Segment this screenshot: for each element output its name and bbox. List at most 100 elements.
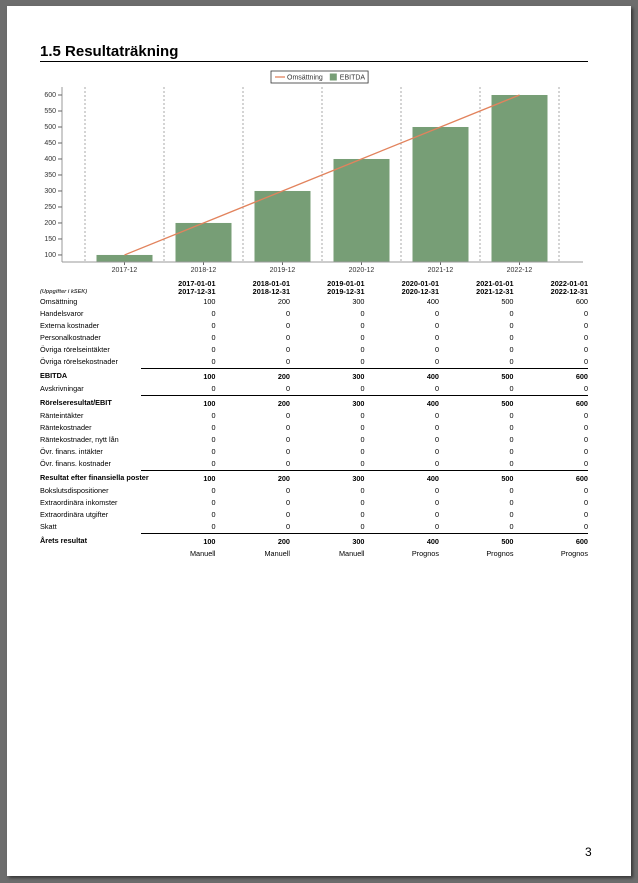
cell-value: 0 — [509, 384, 514, 393]
period-header: 2018-01-01 2018-12-31 — [216, 278, 290, 296]
cell-value: 0 — [583, 486, 588, 495]
cell-value: 0 — [285, 486, 290, 495]
cell-value: 0 — [509, 357, 514, 366]
cell-value: 0 — [211, 510, 216, 519]
table-row: Avskrivningar 0 0 0 0 0 0 — [40, 383, 588, 396]
period-header: 2020-01-01 2020-12-31 — [365, 278, 439, 296]
period-to: 2019-12-31 — [327, 287, 365, 296]
legend-label: EBITDA — [340, 74, 366, 81]
row-label: Avskrivningar — [40, 383, 141, 396]
cell-value: 500 — [501, 297, 514, 306]
cell-value: 0 — [360, 333, 365, 342]
bar — [175, 222, 232, 262]
cell-value: 0 — [211, 384, 216, 393]
table-row: Bokslutsdispositioner 0 0 0 0 0 0 — [40, 485, 588, 497]
x-tick-label: 2022-12 — [507, 267, 533, 274]
cell-value: 0 — [509, 345, 514, 354]
cell-value: 0 — [285, 423, 290, 432]
y-tick-label: 400 — [44, 156, 56, 163]
cell-value: 0 — [285, 447, 290, 456]
row-label-text: Skatt — [40, 522, 57, 532]
table-row: Extraordinära utgifter 0 0 0 0 0 0 — [40, 509, 588, 521]
period-from: 2022-01-01 — [550, 279, 588, 288]
cell-value: 0 — [211, 309, 216, 318]
table-row: Övriga rörelseintäkter 0 0 0 0 0 0 — [40, 344, 588, 356]
cell-value: 0 — [285, 357, 290, 366]
table-row: Rörelseresultat/EBIT 100 200 300 400 500 600 — [40, 395, 588, 410]
cell-value: 0 — [360, 522, 365, 531]
row-label: Årets resultat — [40, 534, 141, 549]
row-label: Extraordinära inkomster — [40, 497, 141, 509]
row-label: Skatt — [40, 521, 141, 534]
cell-value: 500 — [439, 368, 514, 383]
cell-value: 0 — [583, 321, 588, 330]
table-row: Personalkostnader 0 0 0 0 0 0 — [40, 332, 588, 344]
period-from: 2020-01-01 — [401, 279, 439, 288]
cell-value: 600 — [513, 470, 588, 485]
row-label-text: Externa kostnader — [40, 321, 100, 330]
income-table: (Uppgifter i kSEK) 2017-01-01 2017-12-31 20… — [40, 278, 588, 560]
y-tick-label: 200 — [44, 220, 56, 227]
cell-value: 200 — [277, 297, 290, 306]
status-cell: Prognos — [560, 549, 588, 558]
bar — [96, 254, 153, 262]
legend-box — [270, 70, 369, 84]
row-label-text: Personalkostnader — [40, 333, 101, 342]
cell-value: 100 — [141, 395, 216, 410]
cell-value: 0 — [211, 423, 216, 432]
cell-value: 0 — [583, 309, 588, 318]
cell-value: 200 — [215, 368, 290, 383]
cell-value: 0 — [434, 423, 439, 432]
cell-value: 0 — [285, 498, 290, 507]
legend-swatch — [329, 73, 337, 81]
cell-value: 0 — [285, 411, 290, 420]
page: 1.5 Resultaträkning 100 150 200 250 300 350 40… — [7, 6, 631, 876]
table-row: Extraordinära inkomster 0 0 0 0 0 0 — [40, 497, 588, 509]
table-row: EBITDA 100 200 300 400 500 600 — [40, 368, 588, 383]
cell-value: 0 — [360, 423, 365, 432]
row-label-text: Räntekostnader — [40, 423, 92, 432]
cell-value: 400 — [364, 395, 439, 410]
row-label-text: Övriga rörelsekostnader — [40, 357, 118, 367]
cell-value: 400 — [364, 368, 439, 383]
row-label-text: Avskrivningar — [40, 384, 84, 394]
cell-value: 0 — [583, 345, 588, 354]
cell-value: 0 — [285, 345, 290, 354]
y-tick-label: 450 — [44, 140, 56, 147]
cell-value: 0 — [360, 435, 365, 444]
status-cell: Manuell — [338, 549, 365, 558]
y-tick-label: 550 — [44, 108, 56, 115]
cell-value: 100 — [141, 533, 216, 548]
y-tick-label: 500 — [44, 124, 56, 131]
cell-value: 400 — [426, 297, 439, 306]
line — [124, 94, 520, 256]
cell-value: 0 — [285, 333, 290, 342]
cell-value: 200 — [215, 395, 290, 410]
cell-value: 0 — [211, 447, 216, 456]
status-label — [40, 548, 141, 560]
row-label-text: Övr. finans. intäkter — [40, 447, 103, 456]
cell-value: 200 — [215, 533, 290, 548]
cell-value: 0 — [360, 384, 365, 393]
cell-value: 0 — [360, 357, 365, 366]
row-label: Övriga rörelsekostnader — [40, 356, 141, 369]
period-to: 2017-12-31 — [178, 287, 216, 296]
period-header: 2021-01-01 2021-12-31 — [439, 278, 513, 296]
row-label-text: Övr. finans. kostnader — [40, 459, 111, 469]
status-cell: Prognos — [486, 549, 514, 558]
cell-value: 0 — [360, 345, 365, 354]
cell-value: 300 — [290, 368, 365, 383]
y-tick-label: 300 — [44, 188, 56, 195]
row-label-text: Bokslutsdispositioner — [40, 486, 109, 495]
cell-value: 0 — [211, 498, 216, 507]
cell-value: 300 — [290, 533, 365, 548]
cell-value: 500 — [439, 395, 514, 410]
cell-value: 0 — [434, 321, 439, 330]
cell-value: 0 — [211, 435, 216, 444]
row-label: Övr. finans. kostnader — [40, 458, 141, 471]
row-label: Personalkostnader — [40, 332, 141, 344]
period-header: 2019-01-01 2019-12-31 — [290, 278, 365, 296]
y-tick-label: 100 — [44, 252, 56, 259]
cell-value: 0 — [509, 423, 514, 432]
